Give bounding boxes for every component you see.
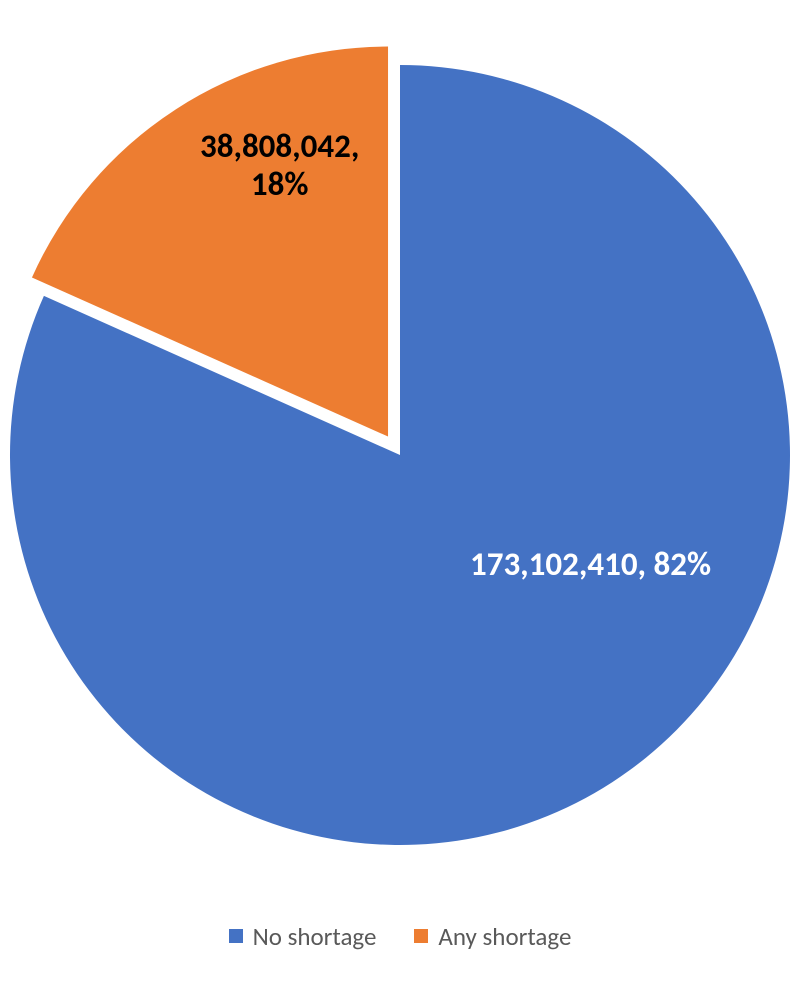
data-label-no-shortage: 173,102,410, 82% bbox=[470, 546, 711, 584]
square-icon bbox=[414, 929, 428, 943]
legend-label: Any shortage bbox=[438, 921, 571, 952]
legend: No shortage Any shortage bbox=[0, 900, 800, 966]
legend-item-any-shortage: Any shortage bbox=[414, 921, 571, 952]
legend-label: No shortage bbox=[253, 921, 377, 952]
pie-chart: 173,102,410, 82% 38,808,042,18% bbox=[0, 0, 800, 900]
square-icon bbox=[229, 929, 243, 943]
pie-svg bbox=[0, 0, 800, 900]
data-label-any-shortage: 38,808,042,18% bbox=[200, 128, 359, 204]
legend-item-no-shortage: No shortage bbox=[229, 921, 377, 952]
